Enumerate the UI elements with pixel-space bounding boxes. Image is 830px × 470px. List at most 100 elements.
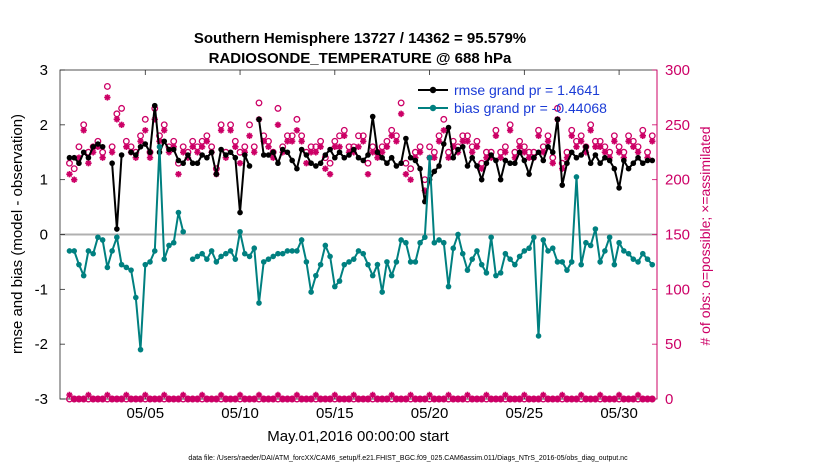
series-point-0 [279, 146, 286, 153]
obs-assimilated-marker [293, 127, 301, 134]
obs-bottom-assimilated-marker [80, 395, 87, 403]
series-point-0 [313, 163, 319, 169]
obs-possible-marker [440, 115, 448, 123]
series-point-1 [422, 234, 428, 241]
series-point-1 [488, 234, 494, 241]
obs-assimilated-marker [113, 116, 121, 123]
obs-bottom-assimilated-marker [630, 395, 637, 403]
obs-bottom-assimilated-marker [161, 391, 168, 399]
obs-assimilated-marker [355, 143, 362, 150]
obs-assimilated-marker [563, 154, 571, 161]
y-right-tick-label: 200 [665, 172, 690, 189]
series-point-0 [630, 160, 637, 167]
series-point-0 [71, 154, 78, 161]
series-point-0 [275, 160, 281, 167]
series-point-1 [246, 253, 253, 260]
obs-bottom-assimilated-marker [464, 391, 471, 399]
series-point-1 [417, 239, 423, 246]
series-point-1 [535, 333, 542, 339]
series-point-1 [403, 239, 409, 246]
series-point-1 [133, 294, 139, 301]
obs-assimilated-marker [615, 149, 623, 156]
series-point-0 [289, 157, 295, 164]
y-right-tick-label: 300 [665, 62, 690, 79]
series-point-1 [332, 283, 338, 290]
series-point-1 [322, 242, 329, 249]
series-point-0 [175, 157, 182, 164]
obs-assimilated-marker [516, 143, 523, 150]
series-point-0 [540, 157, 547, 164]
series-point-0 [606, 157, 613, 164]
series-point-1 [431, 239, 438, 246]
y-tick-label: 0 [40, 227, 48, 244]
obs-bottom-assimilated-marker [577, 391, 585, 399]
obs-bottom-assimilated-marker [383, 395, 391, 403]
obs-assimilated-marker [416, 149, 424, 156]
series-point-0 [360, 157, 367, 164]
series-point-0 [417, 165, 423, 172]
obs-bottom-assimilated-marker [450, 395, 457, 403]
series-point-1 [583, 239, 589, 246]
obs-assimilated-marker [341, 132, 348, 139]
obs-bottom-assimilated-marker [355, 395, 362, 403]
series-point-0 [639, 160, 646, 167]
obs-assimilated-marker [71, 176, 78, 183]
obs-bottom-assimilated-marker [525, 395, 533, 403]
series-point-1 [630, 256, 637, 262]
series-point-1 [118, 261, 125, 268]
obs-bottom-assimilated-marker [611, 395, 618, 403]
series-point-1 [388, 272, 395, 279]
series-point-1 [260, 259, 267, 265]
obs-assimilated-marker [402, 170, 410, 178]
series-point-1 [426, 154, 433, 161]
obs-bottom-assimilated-marker [639, 395, 646, 403]
series-point-0 [317, 160, 324, 167]
obs-bottom-assimilated-marker [270, 395, 277, 403]
obs-assimilated-marker [592, 143, 599, 150]
series-point-0 [308, 160, 314, 167]
series-point-0 [445, 124, 452, 131]
obs-bottom-assimilated-marker [146, 395, 154, 403]
obs-assimilated-marker [568, 132, 575, 139]
series-point-0 [431, 168, 438, 175]
obs-bottom-assimilated-marker [265, 395, 272, 403]
series-point-0 [241, 152, 248, 158]
series-point-1 [635, 259, 641, 265]
legend-label-1: bias grand pr = -0.44068 [454, 100, 607, 116]
obs-possible-marker [118, 104, 126, 112]
obs-possible-marker [293, 115, 301, 123]
obs-bottom-assimilated-marker [497, 395, 504, 403]
y-tick-label: -1 [35, 281, 48, 298]
legend-marker-0 [429, 86, 437, 94]
obs-bottom-assimilated-marker [66, 391, 73, 399]
x-tick-label: 05/05 [127, 405, 165, 422]
obs-bottom-assimilated-marker [260, 395, 267, 403]
y-tick-label: 3 [40, 62, 48, 79]
series-point-0 [549, 149, 556, 156]
obs-assimilated-marker [179, 149, 187, 156]
obs-bottom-assimilated-marker [601, 395, 609, 403]
obs-bottom-assimilated-marker [388, 391, 395, 399]
obs-bottom-assimilated-marker [573, 395, 580, 403]
series-point-1 [412, 259, 419, 265]
series-point-1 [213, 259, 220, 265]
obs-bottom-assimilated-marker [94, 395, 102, 403]
obs-bottom-assimilated-marker [421, 395, 429, 403]
series-point-0 [507, 160, 513, 167]
series-point-0 [407, 154, 414, 161]
obs-bottom-assimilated-marker [303, 395, 310, 403]
obs-assimilated-marker [175, 170, 182, 178]
series-point-1 [166, 242, 172, 249]
series-point-1 [493, 272, 499, 279]
obs-bottom-assimilated-marker [127, 395, 135, 403]
series-point-0 [114, 226, 120, 232]
series-point-1 [365, 261, 371, 268]
obs-assimilated-marker [440, 127, 447, 134]
obs-assimilated-marker [393, 138, 400, 145]
series-point-1 [649, 261, 656, 268]
obs-bottom-assimilated-marker [208, 395, 215, 403]
obs-assimilated-marker [450, 143, 457, 150]
series-point-0 [649, 157, 656, 164]
series-point-1 [545, 248, 551, 254]
